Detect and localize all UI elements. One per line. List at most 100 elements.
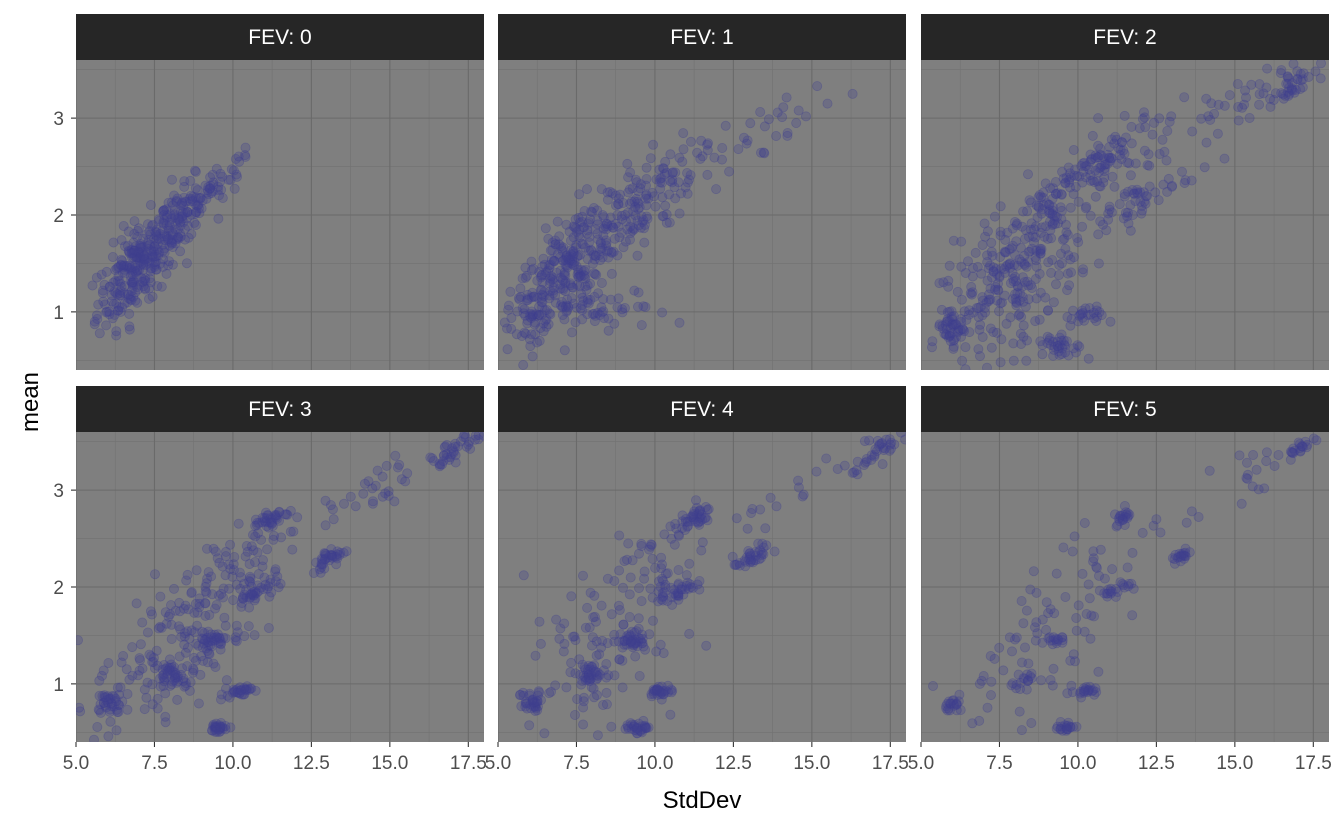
data-point (670, 193, 681, 204)
data-point (650, 563, 661, 574)
x-axis: 5.0 7.5 10.0 12.5 15.0 17.55.0 7.5 10.0 12.5 15.0… (63, 742, 1332, 774)
data-point (228, 565, 239, 576)
data-point (170, 218, 181, 229)
data-point (1091, 315, 1102, 326)
data-point (1027, 282, 1038, 293)
data-point (1047, 218, 1058, 229)
data-point (566, 657, 577, 668)
data-point (1019, 276, 1030, 287)
data-point (1123, 578, 1134, 589)
data-point (1050, 634, 1061, 645)
data-point (1123, 510, 1134, 521)
data-point (108, 277, 119, 288)
data-point (222, 690, 233, 701)
data-point (1020, 233, 1031, 244)
data-point (1127, 610, 1138, 621)
data-point (579, 266, 590, 277)
data-point (114, 276, 125, 287)
data-point (212, 629, 223, 640)
data-point (167, 200, 178, 211)
data-point (1311, 435, 1322, 446)
data-point (151, 645, 162, 656)
data-point (632, 728, 643, 739)
data-point (610, 218, 621, 229)
data-point (636, 726, 647, 737)
data-point (144, 273, 155, 284)
data-point (582, 225, 593, 236)
data-point (623, 723, 634, 734)
data-point (578, 702, 589, 713)
data-point (558, 646, 569, 657)
data-point (568, 221, 579, 232)
data-point (392, 462, 403, 473)
data-point (167, 242, 178, 253)
data-point (185, 677, 196, 688)
data-point (593, 234, 604, 245)
data-point (177, 211, 188, 222)
data-point (691, 502, 702, 513)
data-point (1065, 182, 1076, 193)
data-point (1034, 190, 1045, 201)
data-point (170, 605, 181, 616)
data-point (1010, 216, 1021, 227)
data-point (219, 612, 230, 623)
data-point (161, 618, 172, 629)
data-point (131, 251, 142, 262)
data-point (1089, 611, 1100, 622)
data-point (793, 105, 804, 116)
data-point (660, 685, 671, 696)
data-point (136, 272, 147, 283)
data-point (635, 222, 646, 233)
data-point (134, 264, 145, 275)
data-point (717, 154, 728, 165)
data-point (617, 304, 628, 315)
data-point (152, 703, 163, 714)
data-point (949, 319, 960, 330)
data-point (1045, 635, 1056, 646)
data-point (130, 241, 141, 252)
gridlines (76, 60, 484, 370)
data-point (149, 257, 160, 268)
data-point (616, 214, 627, 225)
data-point (597, 635, 608, 646)
data-point (1295, 84, 1306, 95)
data-point (119, 281, 130, 292)
data-point (245, 573, 256, 584)
data-point (1050, 219, 1061, 230)
data-point (1021, 684, 1032, 695)
data-point (548, 285, 559, 296)
data-point (559, 638, 570, 649)
data-point (146, 220, 157, 231)
data-point (1112, 520, 1123, 531)
data-point (633, 636, 644, 647)
data-point (1016, 338, 1027, 349)
data-point (1023, 246, 1034, 257)
data-point (569, 259, 580, 270)
data-point (979, 218, 990, 229)
data-point (1276, 65, 1287, 76)
data-point (583, 218, 594, 229)
data-point (703, 138, 714, 149)
data-point (881, 434, 892, 445)
data-point (1056, 214, 1067, 225)
data-point (994, 306, 1005, 317)
data-point (1109, 181, 1120, 192)
data-point (667, 685, 678, 696)
data-point (620, 236, 631, 247)
data-point (268, 534, 279, 545)
data-point (606, 268, 617, 279)
data-point (214, 633, 225, 644)
data-point (940, 319, 951, 330)
data-point (643, 722, 654, 733)
data-point (576, 264, 587, 275)
data-point (689, 506, 700, 517)
data-point (577, 305, 588, 316)
data-point (138, 281, 149, 292)
data-point (1212, 128, 1223, 139)
data-point (125, 291, 136, 302)
data-point (225, 539, 236, 550)
data-point (1141, 191, 1152, 202)
data-point (139, 274, 150, 285)
data-point (259, 516, 270, 527)
data-point (575, 270, 586, 281)
